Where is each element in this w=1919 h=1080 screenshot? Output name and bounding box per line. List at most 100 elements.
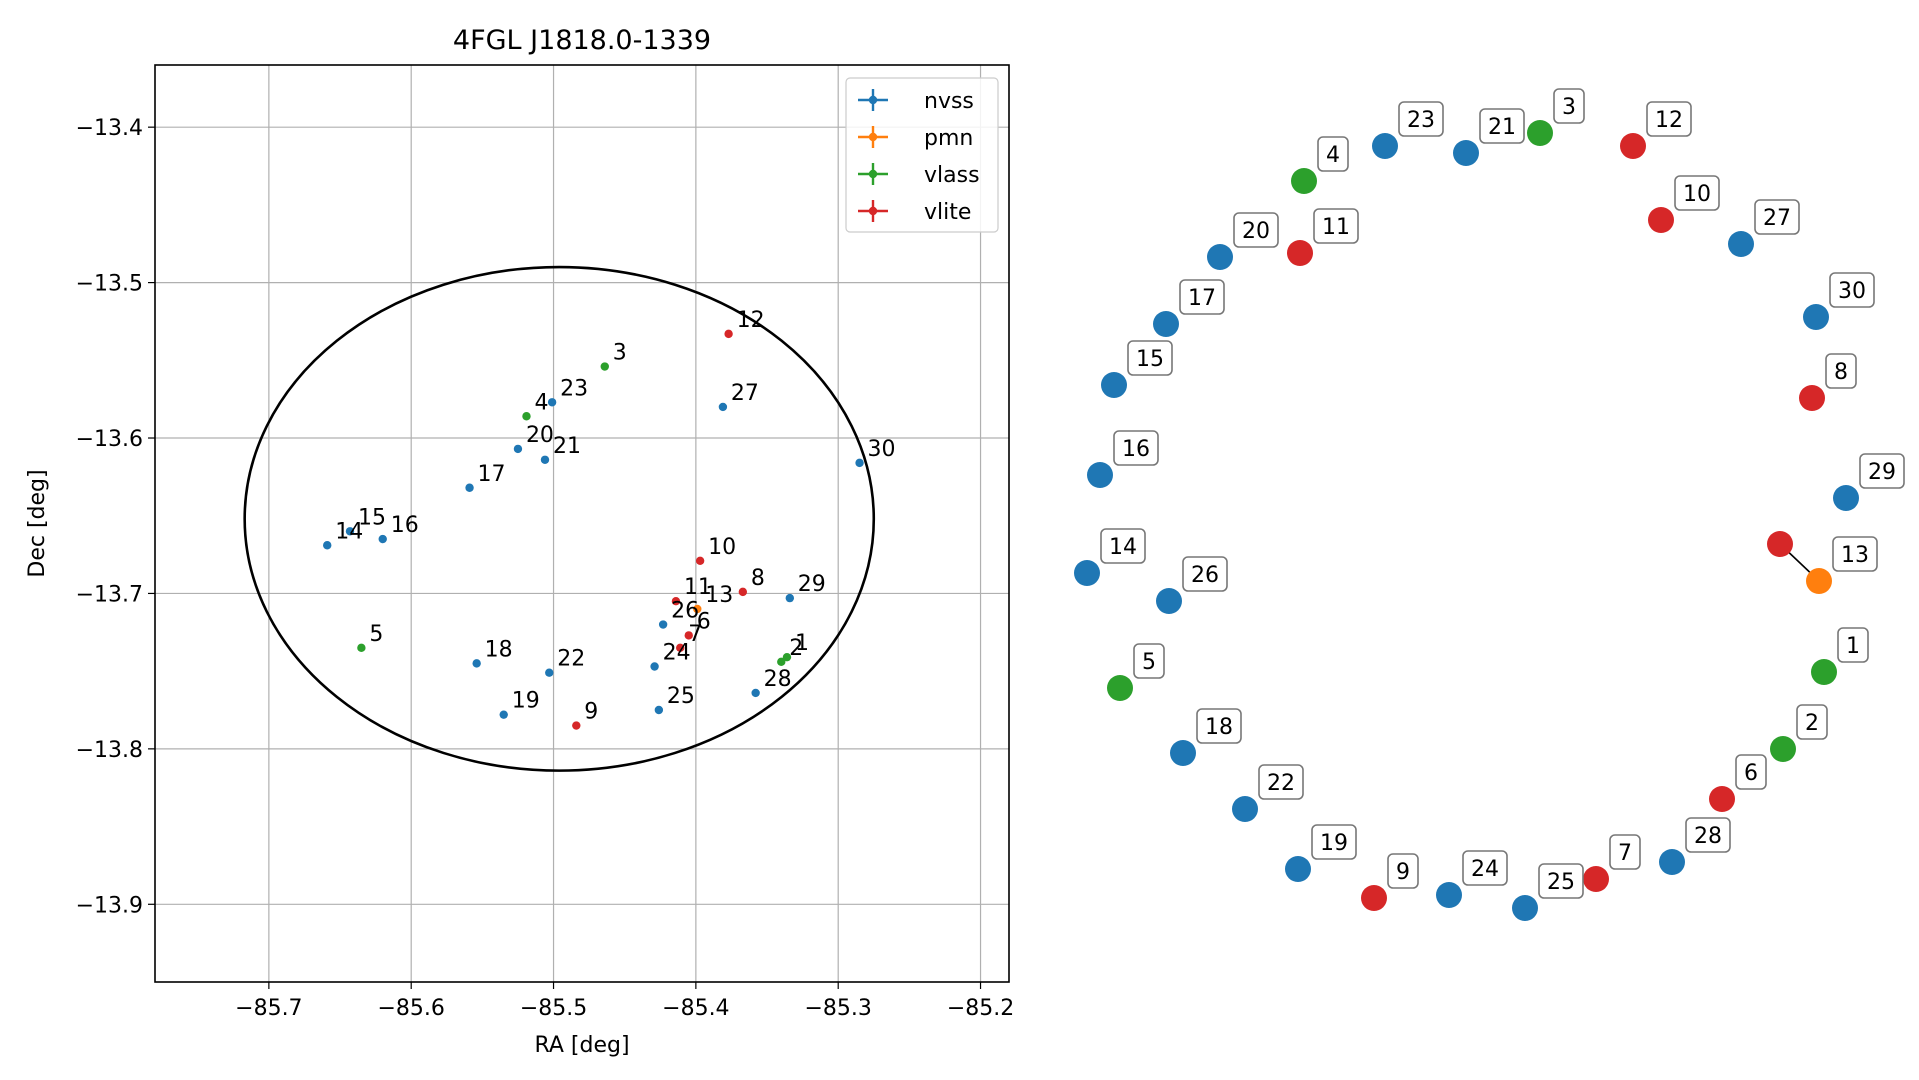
point-label-7: 7 xyxy=(688,622,702,647)
legend-entry-vlite: vlite xyxy=(858,200,971,225)
point-label-16: 16 xyxy=(391,513,419,538)
point-nvss-14 xyxy=(323,541,332,550)
ring-marker-27 xyxy=(1728,231,1754,257)
ring-marker-12 xyxy=(1620,133,1646,159)
point-label-9: 9 xyxy=(584,700,598,725)
ring-marker-20 xyxy=(1207,244,1233,270)
legend: nvss pmn vlass vlite xyxy=(845,77,999,233)
point-nvss-16 xyxy=(378,534,387,544)
y-tick-label: −13.4 xyxy=(76,116,143,141)
point-vlite-8 xyxy=(738,587,748,597)
ring-label-21: 21 xyxy=(1488,115,1516,140)
point-label-3: 3 xyxy=(613,341,627,366)
ring-label-box-27 xyxy=(1754,199,1800,235)
ring-marker-15 xyxy=(1101,372,1127,398)
point-nvss-26 xyxy=(658,620,668,629)
ring-label-16: 16 xyxy=(1122,437,1150,462)
ring-label-box-12 xyxy=(1646,101,1692,137)
legend-entry-pmn: pmn xyxy=(858,126,973,151)
ring-marker-23 xyxy=(1372,133,1398,159)
ring-label-box-29 xyxy=(1859,453,1905,489)
ring-marker-7 xyxy=(1583,866,1609,892)
point-nvss-15 xyxy=(345,527,355,536)
ring-label-25: 25 xyxy=(1547,870,1575,895)
ring-marker-26 xyxy=(1156,588,1182,614)
ring-marker-10 xyxy=(1648,207,1674,233)
point-label-19: 19 xyxy=(512,689,540,714)
legend-label: vlite xyxy=(924,200,971,225)
point-label-2: 2 xyxy=(789,636,803,661)
ring-marker-21 xyxy=(1453,140,1479,166)
ring-marker-11 xyxy=(1287,240,1313,266)
point-label-18: 18 xyxy=(485,637,513,662)
legend-marker xyxy=(868,206,878,216)
ring-label-box-14 xyxy=(1100,528,1146,564)
x-axis-label: RA [deg] xyxy=(534,1033,629,1058)
point-vlass-5 xyxy=(357,643,366,653)
ring-label-box-10 xyxy=(1674,175,1720,211)
ring-label-15: 15 xyxy=(1136,347,1164,372)
y-axis-ticks: −13.4 −13.5 −13.6 −13.7 −13.8 −13.9 xyxy=(76,116,155,918)
ring-marker-13 xyxy=(1806,568,1832,594)
ring-label-23: 23 xyxy=(1407,108,1435,133)
ring-label-9: 9 xyxy=(1396,860,1410,885)
point-nvss-20 xyxy=(513,444,523,454)
point-label-17: 17 xyxy=(478,462,506,487)
ring-marker-24 xyxy=(1436,882,1462,908)
ring-label-24: 24 xyxy=(1471,857,1499,882)
ring-marker-17 xyxy=(1153,311,1179,337)
point-nvss-25 xyxy=(654,705,664,715)
legend-label: pmn xyxy=(924,126,973,151)
point-label-26: 26 xyxy=(671,599,699,624)
ring-marker-13r xyxy=(1767,531,1793,557)
y-tick-label: −13.6 xyxy=(76,427,143,452)
ring-label-box-6 xyxy=(1735,754,1767,790)
point-label-14: 14 xyxy=(335,519,363,544)
ring-label-box-21 xyxy=(1479,108,1525,144)
point-label-13: 13 xyxy=(705,583,733,608)
ring-label-29: 29 xyxy=(1868,460,1896,485)
ring-label-box-5 xyxy=(1133,643,1165,679)
ring-label-4: 4 xyxy=(1326,143,1340,168)
ring-marker-16 xyxy=(1087,462,1113,488)
point-label-11: 11 xyxy=(684,575,712,600)
ring-label-box-3 xyxy=(1553,88,1585,124)
point-nvss-17 xyxy=(465,483,474,492)
y-axis-label: Dec [deg] xyxy=(25,469,50,577)
point-label-29: 29 xyxy=(798,572,826,597)
ring-label-box-13 xyxy=(1832,536,1878,572)
ring-label-box-23 xyxy=(1398,101,1444,137)
y-tick-label: −13.5 xyxy=(76,272,143,297)
point-vlass-3 xyxy=(600,362,609,371)
ring-marker-1 xyxy=(1811,659,1837,685)
ring-marker-8 xyxy=(1799,385,1825,411)
ring-label-box-20 xyxy=(1233,212,1279,248)
ring-label-box-9 xyxy=(1387,853,1419,889)
ring-marker-19 xyxy=(1285,856,1311,882)
ring-marker-3 xyxy=(1527,120,1553,146)
localization-ellipse-layer xyxy=(243,265,876,772)
point-vlite-9 xyxy=(572,721,581,730)
ring-label-11: 11 xyxy=(1322,215,1350,240)
point-label-5: 5 xyxy=(369,622,383,647)
point-nvss-30 xyxy=(855,458,864,468)
ring-label-box-18 xyxy=(1196,708,1242,744)
point-label-20: 20 xyxy=(526,423,554,448)
ring-label-box-2 xyxy=(1796,704,1828,740)
ring-label-14: 14 xyxy=(1109,535,1137,560)
point-label-23: 23 xyxy=(560,376,588,401)
point-label-1: 1 xyxy=(795,631,809,656)
y-tick-label: −13.7 xyxy=(76,582,143,607)
point-label-10: 10 xyxy=(708,535,736,560)
point-vlass-2 xyxy=(777,657,786,667)
x-tick-label: −85.2 xyxy=(947,996,1014,1021)
legend-label: vlass xyxy=(924,163,980,188)
point-label-25: 25 xyxy=(667,684,695,709)
point-label-24: 24 xyxy=(663,640,691,665)
ring-label-5: 5 xyxy=(1142,650,1156,675)
ring-label-1: 1 xyxy=(1846,634,1860,659)
ring-label-box-22 xyxy=(1258,764,1304,800)
